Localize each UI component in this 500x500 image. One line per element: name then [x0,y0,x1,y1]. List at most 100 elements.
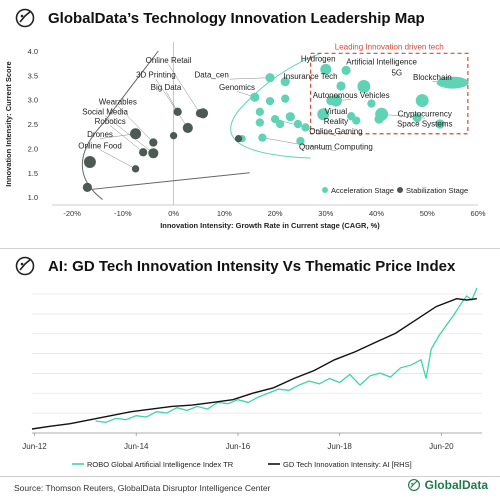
scatter-x-tick-label: -10% [114,209,132,218]
scatter-y-tick-label: 1.5 [28,169,38,178]
scatter-x-tick-label: 30% [318,209,333,218]
legend-gd-label: GD Tech Innovation Intensity: AI [RHS] [283,460,412,469]
acceleration-point [357,80,371,93]
technology-label: Artificial Intelligence [346,58,417,67]
stabilization-point [139,148,148,157]
technology-label: 5G [391,68,402,77]
scatter-x-tick-label: 20% [268,209,283,218]
leading-innovation-box [309,52,469,135]
price-index-line-chart: Jun-12 Jun-14 Jun-16 Jun-18 Jun-20 ROBO Glob… [22,287,482,469]
panel-divider [0,248,500,249]
technology-label: Genomics [219,83,255,92]
technology-label: Autonomous Vehicles [313,91,390,100]
technology-label: Hydrogen [301,55,336,64]
scatter-x-tick-label: -20% [63,209,81,218]
label-leader-line [168,64,201,114]
acceleration-point [435,119,445,129]
bottom-title-row: AI: GD Tech Innovation Intensity Vs Them… [14,254,455,278]
scatter-axes: -20% -10% 0% 10% 20% 30% 40% 50% 60% 1.0 1.5 2.0 2.5… [28,42,486,218]
label-leader-line [110,125,144,153]
scatter-y-tick-label: 3.5 [28,71,38,80]
stage-curves [81,50,321,200]
technology-label: 3D Printing [136,71,176,80]
acceleration-point [412,113,422,123]
top-chart-title: GlobalData’s Technology Innovation Leade… [48,9,425,27]
legend-stabilization-label: Stabilization Stage [406,186,468,195]
scatter-x-axis-label: Innovation Intensity: Growth Rate in Cur… [160,221,380,230]
acceleration-point [285,112,295,122]
acceleration-point [352,116,361,125]
technology-label: Cryptocurrency [398,110,452,119]
scatter-y-tick-label: 2.0 [28,144,38,153]
label-leader-line [155,79,189,129]
acceleration-point [265,73,275,83]
acceleration-point [374,114,384,124]
bottom-chart-title: AI: GD Tech Innovation Intensity Vs Them… [48,257,456,275]
scatter-labels: Genomics Data_cen Hydrogen Artificial Intel… [78,55,452,152]
scatter-x-tick-label: 50% [420,209,435,218]
scatter-y-axis-label: Innovation Intensity: Current Score [4,61,13,186]
brand-logo: GlobalData [407,478,488,492]
technology-label: Virtual [325,107,348,116]
scatter-y-tick-label: 2.5 [28,120,38,129]
stabilization-point [149,138,158,147]
scatter-legend: Acceleration Stage Stabilization Stage [322,186,468,195]
acceleration-point [296,136,305,146]
stabilization-point [131,165,140,173]
line-series [31,287,478,430]
stabilization-point [169,132,178,140]
line-x-tick-label: Jun-12 [22,442,47,451]
stabilization-point [197,108,209,119]
acceleration-point [281,94,290,103]
technology-label: Robotics [95,117,126,126]
scatter-x-tick-label: 0% [168,209,179,218]
label-leader-line [100,133,136,139]
scatter-y-tick-label: 4.0 [28,47,38,56]
stabilization-curve [81,50,159,200]
technology-label: Quantum Computing [299,142,373,151]
technology-label: Reality [324,117,348,126]
gd-intensity-line [31,297,477,430]
acceleration-point [336,81,346,91]
technology-label: Online Gaming [309,127,362,136]
acceleration-point [255,118,264,127]
stabilization-baseline-curve [87,172,250,191]
legend-stabilization-swatch [397,187,403,193]
acceleration-point [341,65,351,75]
technology-label: Space Systems [397,119,453,128]
stabilization-point [82,182,92,192]
line-x-tick-label: Jun-16 [226,442,251,451]
acceleration-point [258,133,267,142]
acceleration-point [317,108,330,121]
robo-index-line [95,287,478,423]
acceleration-point [301,123,310,132]
brand-name: GlobalData [424,478,488,492]
line-x-tick-label: Jun-14 [124,442,149,451]
globaldata-logo-icon [15,8,35,28]
technology-label: Online Retail [146,56,192,65]
acceleration-point [415,94,429,108]
acceleration-curve [230,52,321,159]
acceleration-point [276,119,285,129]
technology-label: Online Food [78,141,122,150]
technology-label: Big Data [151,83,182,92]
acceleration-point [367,99,376,108]
leadership-map-chart: -20% -10% 0% 10% 20% 30% 40% 50% 60% 1.0 1.5 2.0 2.5… [4,42,486,230]
label-leader-line [229,77,271,80]
scatter-x-tick-label: 60% [470,209,485,218]
legend-robo-label: ROBO Global Artificial Intelligence Inde… [87,460,234,469]
scatter-points [82,63,469,192]
stabilization-point [83,156,96,169]
stabilization-point [130,128,142,140]
legend-acceleration-label: Acceleration Stage [331,186,394,195]
technology-label: Insurance Tech [284,72,338,81]
acceleration-point [320,63,332,75]
stabilization-point [173,107,182,116]
legend-acceleration-swatch [322,187,328,193]
technology-label: Wearables [99,98,137,107]
line-x-axis: Jun-12 Jun-14 Jun-16 Jun-18 Jun-20 [22,432,482,451]
acceleration-point [280,76,290,87]
label-leader-line [99,149,136,170]
technology-label: Blockchain [413,73,452,82]
technology-label: Social Media [82,107,128,116]
